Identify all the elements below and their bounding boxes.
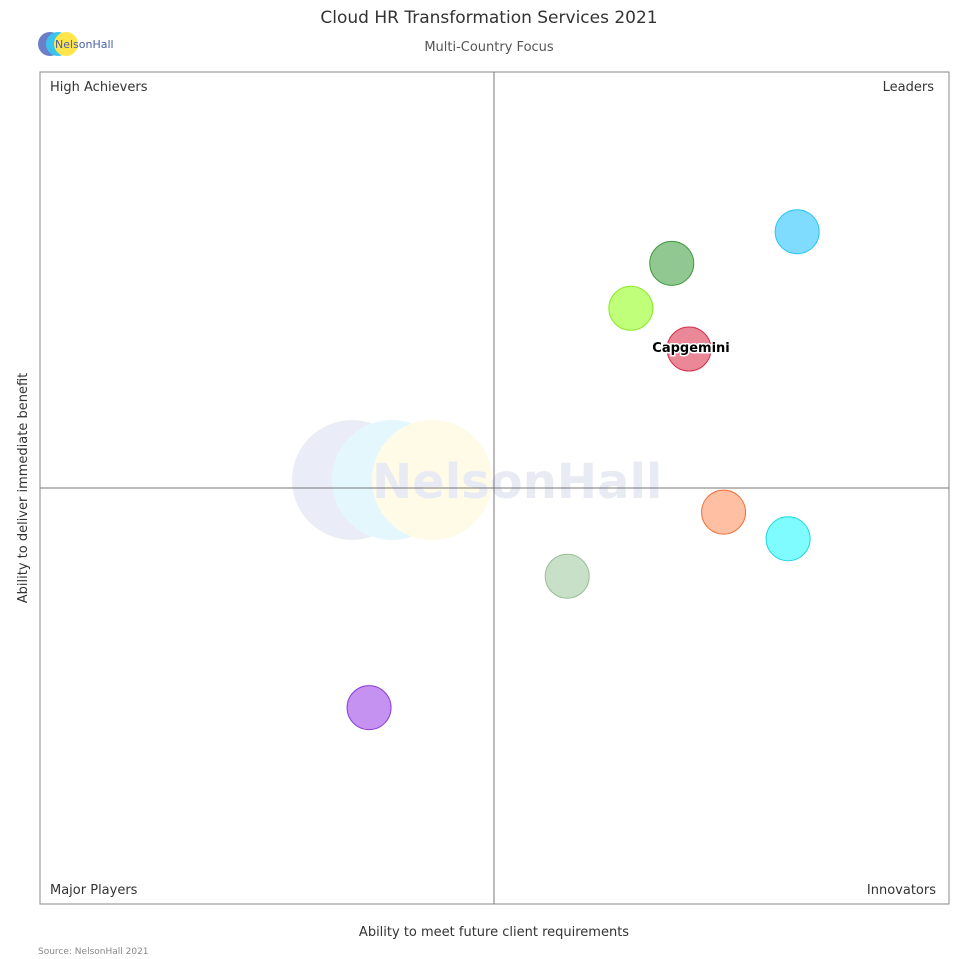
source-note: Source: NelsonHall 2021 — [38, 947, 149, 957]
bubbles: Capgemini — [346, 209, 820, 731]
watermark-logo: NelsonHall — [292, 420, 662, 540]
bubble[interactable] — [544, 553, 590, 599]
logo-text: NelsonHall — [55, 38, 114, 51]
chart-title: Cloud HR Transformation Services 2021 — [320, 8, 657, 28]
bubble[interactable] — [701, 489, 747, 535]
chart-subtitle: Multi-Country Focus — [424, 40, 554, 55]
quadrant-major-players: Major Players — [50, 883, 138, 898]
bubble[interactable] — [649, 240, 695, 286]
quadrant-innovators: Innovators — [867, 883, 936, 898]
x-axis-label: Ability to meet future client requiremen… — [359, 925, 629, 940]
bubble[interactable] — [346, 685, 392, 731]
bubble[interactable] — [774, 209, 820, 255]
y-axis-label: Ability to deliver immediate benefit — [16, 373, 31, 604]
bubble[interactable] — [765, 516, 811, 562]
bubble[interactable] — [666, 326, 712, 372]
bubble[interactable] — [608, 285, 654, 331]
quadrant-high-achievers: High Achievers — [50, 80, 148, 95]
bubble-label: Capgemini — [652, 341, 729, 356]
svg-text:NelsonHall: NelsonHall — [372, 454, 662, 510]
quadrant-leaders: Leaders — [883, 80, 935, 95]
nelsonhall-logo: NelsonHall — [38, 32, 114, 56]
